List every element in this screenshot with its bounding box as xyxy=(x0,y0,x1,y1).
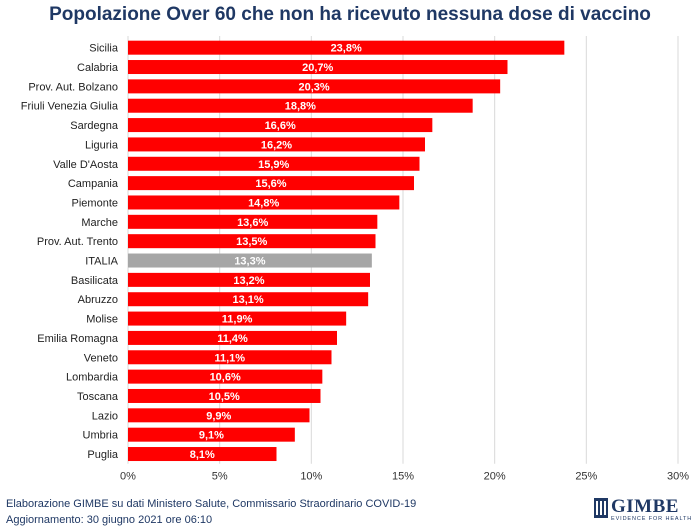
bar xyxy=(128,253,372,268)
data-label: 11,9% xyxy=(222,314,253,326)
data-labels: 23,8% 20,7% 20,3% 18,8% 16,6% 16,2% 15,9% 15,6%… xyxy=(190,43,362,461)
bar-chart: Sicilia Calabria Prov. Aut. Bolzano Friuli … xyxy=(21,36,689,483)
update-timestamp: Aggiornamento: 30 giugno 2021 ore 06:10 xyxy=(6,514,213,526)
bar xyxy=(128,98,473,113)
bar xyxy=(128,272,370,287)
category-label: Lazio xyxy=(92,410,118,422)
bar xyxy=(128,137,425,152)
bar xyxy=(128,195,400,210)
category-label: Emilia Romagna xyxy=(37,333,119,345)
category-label: Liguria xyxy=(85,139,119,151)
chart-title: Popolazione Over 60 che non ha ricevuto … xyxy=(49,4,651,25)
x-tick-label: 20% xyxy=(484,471,506,483)
category-label: Lombardia xyxy=(66,372,119,384)
category-label: Molise xyxy=(86,314,118,326)
x-tick-label: 30% xyxy=(667,471,689,483)
category-label: Campania xyxy=(68,178,119,190)
bar xyxy=(128,388,321,403)
bar xyxy=(128,292,369,307)
bar xyxy=(128,427,295,442)
data-label: 10,6% xyxy=(210,372,241,384)
data-label: 13,5% xyxy=(236,236,267,248)
data-label: 13,3% xyxy=(234,256,265,268)
x-tick-label: 15% xyxy=(392,471,414,483)
data-label: 13,1% xyxy=(232,294,263,306)
data-label: 15,6% xyxy=(255,178,286,190)
logo-tagline: EVIDENCE FOR HEALTH xyxy=(611,516,693,522)
bar xyxy=(128,118,433,133)
data-label: 16,6% xyxy=(265,120,296,132)
x-tick-label: 25% xyxy=(575,471,597,483)
category-label: Prov. Aut. Bolzano xyxy=(28,81,118,93)
data-label: 15,9% xyxy=(258,159,289,171)
category-label: Abruzzo xyxy=(78,294,118,306)
bars xyxy=(128,40,565,462)
bar xyxy=(128,79,501,94)
x-tick-label: 10% xyxy=(300,471,322,483)
category-label: Veneto xyxy=(84,352,118,364)
data-label: 20,3% xyxy=(298,81,329,93)
bar xyxy=(128,60,508,75)
category-label: ITALIA xyxy=(85,256,118,268)
gimbe-logo: GIMBE EVIDENCE FOR HEALTH xyxy=(594,496,694,526)
logo-icon xyxy=(594,498,608,518)
category-label: Toscana xyxy=(77,391,119,403)
bar xyxy=(128,40,565,55)
category-label: Umbria xyxy=(83,430,119,442)
data-label: 18,8% xyxy=(285,101,316,113)
category-label: Sicilia xyxy=(89,43,119,55)
category-labels: Sicilia Calabria Prov. Aut. Bolzano Friuli … xyxy=(21,43,119,461)
bar xyxy=(128,156,420,171)
data-label: 13,6% xyxy=(237,217,268,229)
logo-name: GIMBE xyxy=(611,496,679,517)
bar xyxy=(128,234,376,249)
category-label: Puglia xyxy=(87,449,118,461)
bar xyxy=(128,176,414,191)
category-label: Calabria xyxy=(77,62,119,74)
category-label: Basilicata xyxy=(71,275,119,287)
category-label: Prov. Aut. Trento xyxy=(37,236,118,248)
data-label: 16,2% xyxy=(261,139,292,151)
category-label: Valle D'Aosta xyxy=(53,159,119,171)
x-tick-label: 5% xyxy=(212,471,228,483)
bar xyxy=(128,408,310,423)
data-label: 23,8% xyxy=(331,43,362,55)
bar xyxy=(128,214,378,229)
data-label: 9,1% xyxy=(199,430,224,442)
data-label: 8,1% xyxy=(190,449,215,461)
bar xyxy=(128,350,332,365)
category-label: Marche xyxy=(81,217,118,229)
bar xyxy=(128,369,323,384)
bar xyxy=(128,330,337,345)
source-note: Elaborazione GIMBE su dati Ministero Sal… xyxy=(6,498,417,510)
category-label: Piemonte xyxy=(72,197,118,209)
data-label: 9,9% xyxy=(206,410,231,422)
bar xyxy=(128,311,347,326)
x-tick-labels: 0% 5% 10% 15% 20% 25% 30% xyxy=(120,471,689,483)
data-label: 20,7% xyxy=(302,62,333,74)
data-label: 14,8% xyxy=(248,197,279,209)
data-label: 11,4% xyxy=(217,333,248,345)
data-label: 13,2% xyxy=(233,275,264,287)
data-label: 10,5% xyxy=(209,391,240,403)
bar xyxy=(128,447,277,462)
category-label: Sardegna xyxy=(70,120,119,132)
x-tick-label: 0% xyxy=(120,471,136,483)
category-label: Friuli Venezia Giulia xyxy=(21,101,119,113)
data-label: 11,1% xyxy=(214,352,245,364)
